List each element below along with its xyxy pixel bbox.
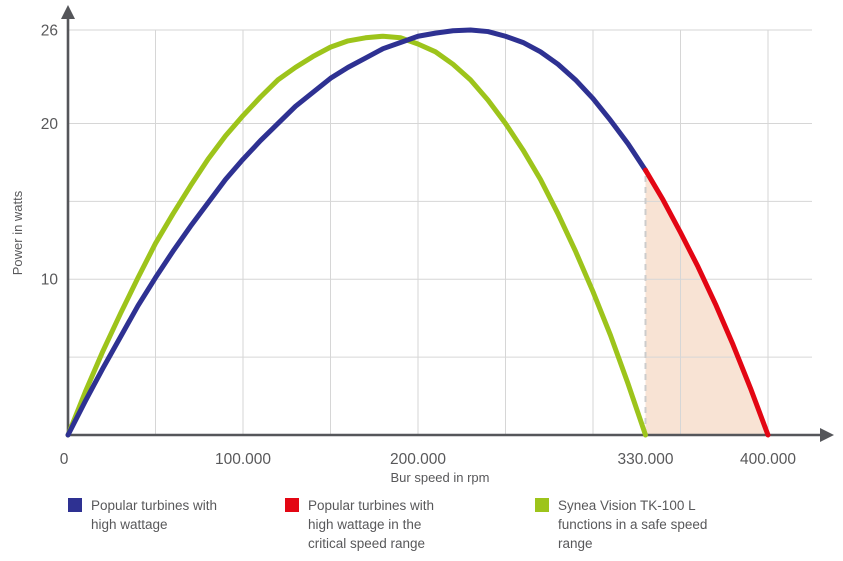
- chart-legend: Popular turbines with high wattage Popul…: [68, 496, 843, 553]
- legend-item-critical-range: Popular turbines with high wattage in th…: [285, 496, 535, 553]
- legend-label-synea-safe-range: Synea Vision TK-100 L functions in a saf…: [558, 498, 708, 552]
- power-speed-chart: 0 100.000 200.000 330.000 400.000 10 20 26 Bur s…: [10, 5, 834, 485]
- y-tick-label: 20: [41, 116, 59, 133]
- y-tick-label: 10: [41, 272, 59, 289]
- y-tick-label: 26: [41, 23, 58, 40]
- x-tick-label: 100.000: [215, 451, 271, 468]
- legend-swatch-green: [535, 498, 549, 512]
- y-axis-arrow-icon: [61, 5, 75, 19]
- x-tick-label: 200.000: [390, 451, 446, 468]
- x-tick-label: 0: [60, 451, 69, 468]
- legend-label-high-wattage: Popular turbines with high wattage: [91, 498, 218, 533]
- x-tick-label: 330.000: [617, 451, 673, 468]
- curve-high-wattage: [65, 27, 648, 438]
- legend-swatch-red: [285, 498, 299, 512]
- x-axis-title: Bur speed in rpm: [391, 470, 490, 485]
- critical-range-shaded-area: [645, 170, 768, 435]
- curve-safe: [65, 33, 648, 438]
- legend-item-high-wattage: Popular turbines with high wattage: [68, 496, 285, 534]
- curve-critical: [643, 167, 771, 438]
- legend-item-synea-safe-range: Synea Vision TK-100 L functions in a saf…: [535, 496, 710, 553]
- x-tick-label: 400.000: [740, 451, 796, 468]
- legend-swatch-blue: [68, 498, 82, 512]
- legend-label-critical-range: Popular turbines with high wattage in th…: [308, 498, 435, 552]
- y-axis-title: Power in watts: [10, 190, 25, 275]
- x-axis-arrow-icon: [820, 428, 834, 442]
